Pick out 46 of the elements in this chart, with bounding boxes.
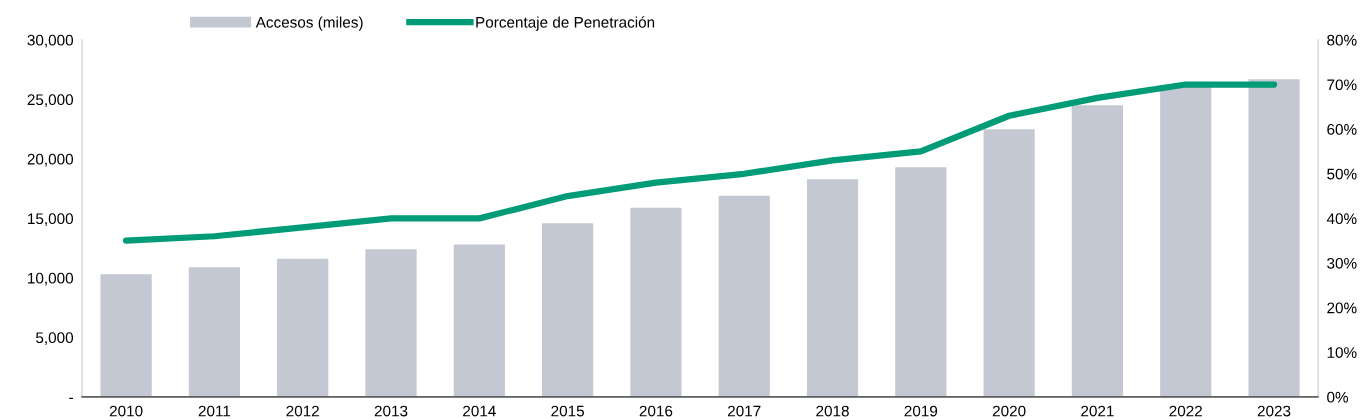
bar [718,195,770,397]
bar [895,167,947,397]
bar [277,258,329,397]
y2-tick-label: 50% [1327,168,1357,180]
x-tick-label: 2018 [816,405,849,417]
x-tick-label: 2019 [904,405,938,417]
x-tick-label: 2022 [1169,405,1202,417]
x-tick-label: 2016 [639,405,673,417]
y-tick-label: - [69,397,73,399]
y-tick-label: 30,000 [27,34,74,48]
y2-tick-label: 60% [1327,124,1357,135]
y2-tick-label: 20% [1327,302,1357,314]
bar [542,223,594,397]
bar [188,267,241,397]
x-tick-label: 2010 [109,405,143,417]
y-tick-label: 20,000 [27,153,74,167]
bar [1071,105,1124,397]
bar [1248,79,1300,397]
bar [453,244,505,397]
y-tick-label: 5,000 [36,332,74,345]
x-tick-label: 2012 [286,405,319,417]
y-tick-label: 10,000 [28,272,74,286]
bar [365,249,417,397]
x-tick-label: 2013 [374,405,408,417]
bar [806,179,859,397]
x-tick-label: 2017 [728,405,761,417]
x-tick-label: 2021 [1081,405,1114,417]
x-tick-label: 2015 [551,405,584,417]
y2-tick-label: 30% [1327,257,1357,269]
x-tick-label: 2014 [463,405,496,417]
bar [100,274,152,397]
bar [630,207,682,397]
x-tick-label: 2020 [992,405,1026,417]
x-tick-label: 2011 [198,405,231,417]
y-tick-label: 15,000 [28,213,74,226]
y2-tick-label: 10% [1327,347,1357,358]
y2-tick-label: 0% [1327,391,1349,403]
bar [1160,85,1212,397]
y-tick-label: 25,000 [27,94,74,107]
bar [983,129,1035,397]
legend-label: Porcentaje de Penetración [476,16,655,31]
y2-tick-label: 70% [1327,79,1357,91]
legend-label: Accesos (miles) [255,16,363,31]
y2-tick-label: 40% [1326,213,1357,225]
y2-tick-label: 80% [1327,34,1357,46]
x-tick-label: 2023 [1257,405,1291,417]
